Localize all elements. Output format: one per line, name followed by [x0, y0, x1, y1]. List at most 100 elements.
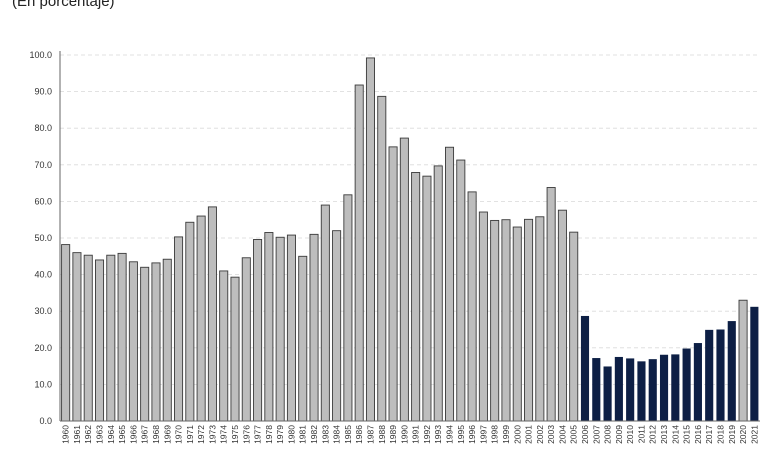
bar: [399, 137, 409, 422]
bar: [207, 206, 217, 422]
bar-highlight: [750, 306, 759, 421]
x-tick-label: 2007: [591, 425, 601, 444]
chart-subtitle: (En porcentaje): [12, 0, 115, 10]
x-tick-label: 1968: [151, 425, 161, 444]
x-tick-label: 1980: [286, 425, 296, 444]
y-tick-label: 90.0: [34, 87, 52, 97]
x-tick-label: 1978: [264, 425, 274, 444]
bar: [95, 259, 105, 422]
bar: [185, 221, 195, 422]
x-tick-label: 1961: [72, 425, 82, 444]
x-tick-label: 1965: [117, 425, 127, 444]
x-tick-label: 2003: [546, 425, 556, 444]
x-tick-label: 2008: [603, 425, 613, 444]
x-tick-label: 2013: [659, 425, 669, 444]
x-tick-label: 2000: [512, 425, 522, 444]
bar: [286, 234, 296, 422]
bar: [253, 239, 263, 422]
x-tick-label: 2011: [636, 425, 646, 444]
bar: [501, 219, 511, 422]
x-tick-label: 1972: [196, 425, 206, 444]
bar-highlight: [716, 329, 725, 421]
x-tick-label: 1998: [490, 425, 500, 444]
bar: [162, 258, 172, 422]
x-tick-label: 1991: [411, 425, 421, 444]
x-tick-label: 1999: [501, 425, 511, 444]
bar: [365, 57, 375, 422]
x-tick-label: 1973: [207, 425, 217, 444]
bar: [535, 216, 545, 422]
bar: [219, 270, 229, 422]
bar: [140, 266, 150, 422]
y-tick-label: 70.0: [34, 160, 52, 170]
x-tick-label: 2017: [704, 425, 714, 444]
x-tick-label: 1984: [332, 425, 342, 444]
x-tick-label: 2001: [524, 425, 534, 444]
bar: [241, 257, 251, 422]
y-tick-label: 60.0: [34, 196, 52, 206]
bar: [738, 299, 748, 422]
bar-highlight: [682, 348, 691, 421]
bar-highlight: [614, 356, 623, 421]
bar: [264, 232, 274, 422]
x-tick-label: 1986: [354, 425, 364, 444]
bar: [309, 233, 319, 422]
bar-highlight: [693, 343, 702, 421]
bar: [388, 146, 398, 422]
x-tick-label: 1974: [219, 425, 229, 444]
bar: [151, 262, 161, 422]
x-axis-ticks: 1960 1961 1962 1963 1964 1965 1966 1967 1968 1969…: [61, 425, 760, 444]
y-tick-label: 20.0: [34, 343, 52, 353]
x-tick-label: 1997: [478, 425, 488, 444]
x-tick-label: 1982: [309, 425, 319, 444]
x-tick-label: 2014: [670, 425, 680, 444]
x-tick-label: 1962: [83, 425, 93, 444]
y-tick-label: 80.0: [34, 123, 52, 133]
bar: [411, 172, 421, 422]
x-tick-label: 1979: [275, 425, 285, 444]
bar: [433, 165, 443, 422]
y-tick-label: 30.0: [34, 306, 52, 316]
bar: [128, 261, 138, 422]
y-tick-label: 50.0: [34, 233, 52, 243]
x-tick-label: 1990: [399, 425, 409, 444]
x-tick-label: 2002: [535, 425, 545, 444]
x-tick-label: 1989: [388, 425, 398, 444]
x-tick-label: 1987: [365, 425, 375, 444]
bar: [117, 252, 127, 422]
y-tick-label: 0.0: [39, 416, 52, 426]
x-tick-label: 1995: [456, 425, 466, 444]
x-tick-label: 1983: [320, 425, 330, 444]
x-tick-label: 1975: [230, 425, 240, 444]
bar: [569, 231, 579, 422]
bar-highlight: [637, 361, 646, 421]
x-tick-label: 1971: [185, 425, 195, 444]
x-tick-label: 1964: [106, 425, 116, 444]
bar: [546, 187, 556, 422]
bar-highlight: [648, 359, 657, 421]
x-tick-label: 2009: [614, 425, 624, 444]
x-tick-label: 2021: [749, 425, 759, 444]
x-tick-label: 1963: [95, 425, 105, 444]
x-tick-label: 1970: [174, 425, 184, 444]
bar: [456, 159, 466, 422]
x-tick-label: 2018: [715, 425, 725, 444]
bar: [298, 255, 308, 422]
bar: [320, 204, 330, 422]
bar-highlight: [671, 354, 680, 421]
x-tick-label: 1976: [241, 425, 251, 444]
x-tick-label: 2020: [738, 425, 748, 444]
bar: [512, 226, 522, 422]
bar: [174, 236, 184, 422]
x-tick-label: 1994: [445, 425, 455, 444]
bar: [524, 218, 534, 422]
bar: [230, 276, 240, 422]
x-tick-label: 2005: [569, 425, 579, 444]
x-tick-label: 1966: [128, 425, 138, 444]
x-tick-label: 2015: [682, 425, 692, 444]
bar: [106, 254, 116, 422]
y-axis-ticks: 0.0 10.0 20.0 30.0 40.0 50.0 60.0 70.0 80.0 90.0 1…: [29, 50, 52, 426]
bar: [354, 84, 364, 422]
bar: [490, 219, 500, 422]
